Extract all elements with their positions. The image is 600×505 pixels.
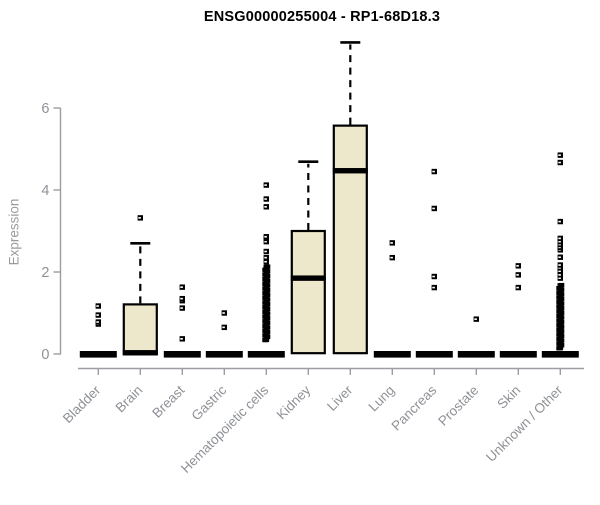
- outlier-point-notch: [264, 235, 267, 238]
- x-category-label: Liver: [324, 382, 356, 414]
- outlier-point-notch: [558, 237, 561, 240]
- outlier-point-notch: [96, 305, 99, 307]
- outlier-point-notch: [138, 217, 141, 219]
- outlier-point-notch: [180, 297, 183, 300]
- outlier-point-notch: [516, 265, 519, 267]
- x-category-label: Skin: [494, 383, 523, 412]
- outlier-point-notch: [558, 246, 561, 249]
- collapsed-box: [541, 351, 579, 358]
- x-category-label: Unknown / Other: [483, 382, 566, 465]
- outlier-point-notch: [264, 184, 267, 186]
- outlier-point-notch: [390, 242, 393, 244]
- outlier-point-notch: [96, 321, 99, 323]
- outlier-point-notch: [558, 154, 561, 156]
- y-tick-label: 2: [41, 265, 49, 281]
- box: [122, 303, 158, 356]
- outlier-point-notch: [264, 240, 267, 243]
- boxplot-lung: [373, 240, 411, 358]
- boxplot-prostate: [457, 316, 495, 358]
- chart-title: ENSG00000255004 - RP1-68D18.3: [203, 9, 441, 25]
- collapsed-box: [247, 351, 285, 358]
- outlier-point-notch: [474, 318, 477, 320]
- boxplot-unknown-other: [541, 152, 579, 358]
- outlier-point-notch: [558, 264, 561, 266]
- outlier-point-notch: [96, 314, 99, 316]
- x-category-label: Pancreas: [388, 382, 439, 433]
- boxplot-pancreas: [415, 168, 453, 358]
- y-tick-label: 6: [41, 101, 49, 117]
- outlier-point-notch: [264, 250, 267, 253]
- collapsed-box: [415, 351, 453, 358]
- outlier-point-notch: [558, 277, 561, 279]
- collapsed-box: [205, 351, 243, 358]
- boxplot-liver: [332, 41, 368, 355]
- y-axis-title: Expression: [6, 198, 22, 266]
- collapsed-box: [79, 351, 117, 358]
- x-category-label: Bladder: [60, 382, 104, 426]
- collapsed-box: [373, 351, 411, 358]
- box: [290, 229, 326, 355]
- y-tick-label: 0: [41, 347, 49, 363]
- boxplot-bladder: [79, 303, 117, 358]
- outlier-point-notch: [180, 307, 183, 309]
- outlier-point-notch: [432, 207, 435, 210]
- outlier-point-notch: [558, 220, 561, 223]
- outlier-point-notch: [558, 240, 561, 243]
- boxplot-gastric: [205, 310, 243, 358]
- outlier-point-notch: [222, 312, 225, 314]
- boxplot-kidney: [290, 160, 326, 355]
- outlier-point-notch: [558, 256, 561, 259]
- outlier-point-notch: [558, 270, 561, 272]
- outlier-point-notch: [432, 275, 435, 278]
- outlier-point-notch: [264, 206, 267, 208]
- outlier-point-notch: [222, 326, 225, 329]
- collapsed-box: [457, 351, 495, 358]
- x-category-label: Lung: [366, 383, 398, 415]
- median-line: [290, 275, 326, 281]
- collapsed-box: [499, 351, 537, 358]
- outlier-point-notch: [264, 198, 267, 200]
- median-line: [122, 350, 158, 356]
- outlier-point-notch: [516, 274, 519, 276]
- boxplot-brain: [122, 215, 158, 356]
- outlier-point-notch: [558, 274, 561, 276]
- x-category-label: Kidney: [274, 382, 314, 422]
- box: [332, 124, 368, 355]
- collapsed-box: [163, 351, 201, 358]
- boxplot-hematopoietic-cells: [247, 182, 285, 358]
- x-category-label: Brain: [113, 383, 146, 416]
- outlier-point-notch: [558, 243, 561, 246]
- outlier-point-notch: [432, 286, 435, 289]
- x-category-label: Gastric: [189, 382, 230, 423]
- outlier-point-notch: [516, 286, 519, 289]
- outlier-point-notch: [558, 267, 561, 269]
- x-category-label: Breast: [149, 382, 187, 420]
- boxplot-skin: [499, 263, 537, 358]
- y-tick-label: 4: [41, 183, 49, 199]
- outlier-point-notch: [432, 170, 435, 173]
- outlier-point-notch: [180, 286, 183, 288]
- outlier-point-notch: [264, 260, 267, 263]
- median-line: [332, 168, 368, 174]
- outlier-point-notch: [558, 161, 561, 164]
- boxplot-breast: [163, 284, 201, 358]
- x-category-label: Prostate: [435, 383, 481, 429]
- outlier-point-notch: [180, 338, 183, 340]
- outlier-point-notch: [390, 256, 393, 259]
- outlier-point-notch: [264, 256, 267, 259]
